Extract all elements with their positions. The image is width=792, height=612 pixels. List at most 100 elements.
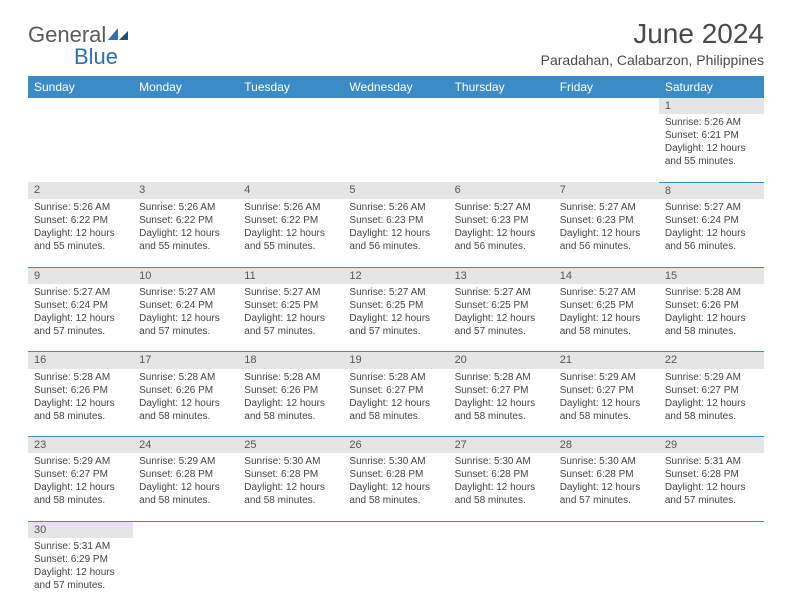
sunrise-line: Sunrise: 5:27 AM bbox=[34, 286, 127, 299]
sunrise-line: Sunrise: 5:26 AM bbox=[665, 116, 758, 129]
day-number: 14 bbox=[554, 267, 659, 284]
day-details: Sunrise: 5:27 AMSunset: 6:25 PMDaylight:… bbox=[238, 284, 343, 342]
daylight-line: Daylight: 12 hours and 58 minutes. bbox=[560, 312, 653, 338]
daylight-line: Daylight: 12 hours and 58 minutes. bbox=[244, 397, 337, 423]
day-details: Sunrise: 5:29 AMSunset: 6:27 PMDaylight:… bbox=[659, 369, 764, 427]
page-header: General Blue June 2024 Paradahan, Calaba… bbox=[28, 18, 764, 68]
sunset-line: Sunset: 6:25 PM bbox=[244, 299, 337, 312]
day-details: Sunrise: 5:28 AMSunset: 6:26 PMDaylight:… bbox=[133, 369, 238, 427]
sunrise-line: Sunrise: 5:28 AM bbox=[349, 371, 442, 384]
day-number: 21 bbox=[554, 352, 659, 369]
daylight-line: Daylight: 12 hours and 56 minutes. bbox=[349, 227, 442, 253]
sunset-line: Sunset: 6:27 PM bbox=[560, 384, 653, 397]
sunrise-line: Sunrise: 5:29 AM bbox=[665, 371, 758, 384]
calendar-cell: Sunrise: 5:31 AMSunset: 6:29 PMDaylight:… bbox=[28, 538, 133, 606]
day-number: 1 bbox=[659, 98, 764, 114]
day-details: Sunrise: 5:28 AMSunset: 6:27 PMDaylight:… bbox=[449, 369, 554, 427]
sunset-line: Sunset: 6:27 PM bbox=[34, 468, 127, 481]
day-number bbox=[238, 98, 343, 114]
calendar-cell bbox=[343, 114, 448, 182]
calendar-cell: Sunrise: 5:26 AMSunset: 6:22 PMDaylight:… bbox=[133, 199, 238, 267]
weekday-header: Monday bbox=[133, 76, 238, 98]
day-number: 26 bbox=[343, 437, 448, 454]
day-details: Sunrise: 5:28 AMSunset: 6:26 PMDaylight:… bbox=[28, 369, 133, 427]
calendar-cell: Sunrise: 5:27 AMSunset: 6:25 PMDaylight:… bbox=[554, 284, 659, 352]
day-details: Sunrise: 5:27 AMSunset: 6:25 PMDaylight:… bbox=[554, 284, 659, 342]
daylight-line: Daylight: 12 hours and 58 minutes. bbox=[34, 397, 127, 423]
day-details: Sunrise: 5:27 AMSunset: 6:24 PMDaylight:… bbox=[133, 284, 238, 342]
day-details: Sunrise: 5:29 AMSunset: 6:27 PMDaylight:… bbox=[28, 453, 133, 511]
sunrise-line: Sunrise: 5:27 AM bbox=[560, 286, 653, 299]
sunrise-line: Sunrise: 5:26 AM bbox=[244, 201, 337, 214]
calendar-table: SundayMondayTuesdayWednesdayThursdayFrid… bbox=[28, 76, 764, 606]
daylight-line: Daylight: 12 hours and 57 minutes. bbox=[139, 312, 232, 338]
daylight-line: Daylight: 12 hours and 58 minutes. bbox=[665, 312, 758, 338]
calendar-week-row: Sunrise: 5:29 AM Sunset: 6:27 PM Daylight:… bbox=[28, 453, 764, 521]
sunset-line: Sunset: 6:23 PM bbox=[560, 214, 653, 227]
day-details: Sunrise: 5:30 AMSunset: 6:28 PMDaylight:… bbox=[238, 453, 343, 511]
day-number: 15 bbox=[659, 267, 764, 284]
day-details: Sunrise: 5:29 AMSunset: 6:27 PMDaylight:… bbox=[554, 369, 659, 427]
day-number bbox=[554, 98, 659, 114]
sunset-line: Sunset: 6:28 PM bbox=[349, 468, 442, 481]
day-number: 30 bbox=[28, 521, 133, 538]
calendar-cell: Sunrise: 5:28 AMSunset: 6:27 PMDaylight:… bbox=[449, 369, 554, 437]
day-number bbox=[449, 521, 554, 538]
calendar-week-row: Sunrise: 5:28 AM Sunset: 6:26 PM Daylight:… bbox=[28, 369, 764, 437]
sunset-line: Sunset: 6:23 PM bbox=[349, 214, 442, 227]
day-details: Sunrise: 5:30 AMSunset: 6:28 PMDaylight:… bbox=[449, 453, 554, 511]
sunset-line: Sunset: 6:24 PM bbox=[34, 299, 127, 312]
calendar-cell: Sunrise: 5:27 AMSunset: 6:23 PMDaylight:… bbox=[449, 199, 554, 267]
sunset-line: Sunset: 6:28 PM bbox=[665, 468, 758, 481]
sunrise-line: Sunrise: 5:29 AM bbox=[139, 455, 232, 468]
sunrise-line: Sunrise: 5:27 AM bbox=[139, 286, 232, 299]
sunrise-line: Sunrise: 5:31 AM bbox=[665, 455, 758, 468]
day-details: Sunrise: 5:26 AMSunset: 6:22 PMDaylight:… bbox=[133, 199, 238, 257]
calendar-cell: Sunrise: 5:27 AMSunset: 6:24 PMDaylight:… bbox=[28, 284, 133, 352]
day-number: 27 bbox=[449, 437, 554, 454]
day-number: 20 bbox=[449, 352, 554, 369]
calendar-cell: Sunrise: 5:28 AMSunset: 6:26 PMDaylight:… bbox=[238, 369, 343, 437]
daylight-line: Daylight: 12 hours and 58 minutes. bbox=[349, 481, 442, 507]
day-details: Sunrise: 5:28 AMSunset: 6:26 PMDaylight:… bbox=[659, 284, 764, 342]
day-number bbox=[28, 98, 133, 114]
day-details: Sunrise: 5:31 AMSunset: 6:29 PMDaylight:… bbox=[28, 538, 133, 596]
day-details: Sunrise: 5:28 AMSunset: 6:27 PMDaylight:… bbox=[343, 369, 448, 427]
calendar-cell: Sunrise: 5:29 AMSunset: 6:27 PMDaylight:… bbox=[659, 369, 764, 437]
daylight-line: Daylight: 12 hours and 55 minutes. bbox=[244, 227, 337, 253]
daylight-line: Daylight: 12 hours and 58 minutes. bbox=[244, 481, 337, 507]
day-number: 17 bbox=[133, 352, 238, 369]
title-block: June 2024 Paradahan, Calabarzon, Philipp… bbox=[541, 18, 764, 68]
sunrise-line: Sunrise: 5:27 AM bbox=[455, 286, 548, 299]
day-number bbox=[133, 521, 238, 538]
sunrise-line: Sunrise: 5:27 AM bbox=[560, 201, 653, 214]
calendar-cell: Sunrise: 5:29 AMSunset: 6:27 PMDaylight:… bbox=[28, 453, 133, 521]
sunrise-line: Sunrise: 5:26 AM bbox=[349, 201, 442, 214]
day-number: 9 bbox=[28, 267, 133, 284]
calendar-cell: Sunrise: 5:29 AMSunset: 6:27 PMDaylight:… bbox=[554, 369, 659, 437]
sunrise-line: Sunrise: 5:26 AM bbox=[34, 201, 127, 214]
weekday-header: Saturday bbox=[659, 76, 764, 98]
sunrise-line: Sunrise: 5:28 AM bbox=[34, 371, 127, 384]
calendar-header-row: SundayMondayTuesdayWednesdayThursdayFrid… bbox=[28, 76, 764, 98]
day-number bbox=[343, 98, 448, 114]
calendar-cell: Sunrise: 5:27 AMSunset: 6:24 PMDaylight:… bbox=[133, 284, 238, 352]
sunrise-line: Sunrise: 5:30 AM bbox=[455, 455, 548, 468]
daylight-line: Daylight: 12 hours and 55 minutes. bbox=[34, 227, 127, 253]
sunset-line: Sunset: 6:26 PM bbox=[139, 384, 232, 397]
calendar-cell: Sunrise: 5:30 AMSunset: 6:28 PMDaylight:… bbox=[343, 453, 448, 521]
day-details: Sunrise: 5:27 AMSunset: 6:25 PMDaylight:… bbox=[343, 284, 448, 342]
daylight-line: Daylight: 12 hours and 57 minutes. bbox=[349, 312, 442, 338]
sunrise-line: Sunrise: 5:31 AM bbox=[34, 540, 127, 553]
day-number: 28 bbox=[554, 437, 659, 454]
daylight-line: Daylight: 12 hours and 56 minutes. bbox=[455, 227, 548, 253]
day-number bbox=[133, 98, 238, 114]
day-number: 16 bbox=[28, 352, 133, 369]
sunrise-line: Sunrise: 5:30 AM bbox=[244, 455, 337, 468]
calendar-cell: Sunrise: 5:27 AMSunset: 6:23 PMDaylight:… bbox=[554, 199, 659, 267]
day-details: Sunrise: 5:26 AMSunset: 6:22 PMDaylight:… bbox=[28, 199, 133, 257]
sunset-line: Sunset: 6:21 PM bbox=[665, 129, 758, 142]
day-number: 6 bbox=[449, 182, 554, 199]
logo-word-2: Blue bbox=[74, 44, 118, 69]
day-number: 24 bbox=[133, 437, 238, 454]
